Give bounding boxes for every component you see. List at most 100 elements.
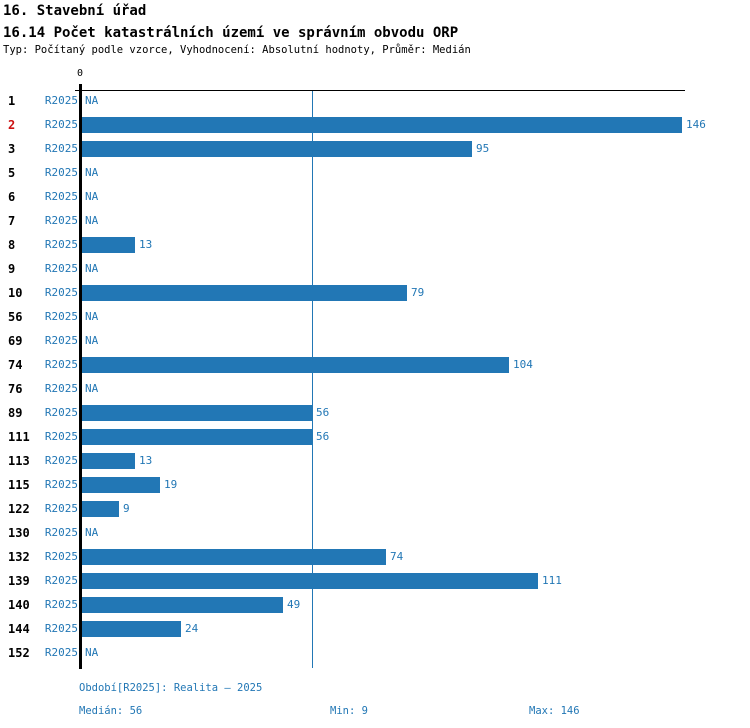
category-label: 140 (8, 598, 30, 612)
footer-min-label: Min: 9 (330, 705, 368, 717)
na-label: NA (85, 190, 99, 203)
x-axis-line (75, 90, 685, 91)
value-label: 79 (411, 286, 425, 299)
chart-row: 130 R2025 NA (0, 521, 750, 545)
series-label: R2025 (44, 406, 78, 419)
series-label: R2025 (44, 382, 78, 395)
bar (82, 573, 538, 589)
chart-row: 10 R2025 79 (0, 281, 750, 305)
category-label: 3 (8, 142, 16, 156)
chart-row: 3 R2025 95 (0, 137, 750, 161)
series-label: R2025 (44, 358, 78, 371)
series-label: R2025 (44, 478, 78, 491)
category-label: 6 (8, 190, 16, 204)
y-axis-line (79, 84, 82, 669)
chart-row: 140 R2025 49 (0, 593, 750, 617)
value-label: 111 (542, 574, 562, 587)
footer-max-label: Max: 146 (529, 705, 580, 717)
series-label: R2025 (44, 262, 78, 275)
series-label: R2025 (44, 526, 78, 539)
category-label: 9 (8, 262, 16, 276)
series-label: R2025 (44, 598, 78, 611)
series-label: R2025 (44, 286, 78, 299)
chart-row: 5 R2025 NA (0, 161, 750, 185)
series-label: R2025 (44, 454, 78, 467)
series-label: R2025 (44, 238, 78, 251)
category-label: 56 (8, 310, 23, 324)
median-reference-line (312, 91, 313, 668)
series-label: R2025 (44, 574, 78, 587)
chart-row: 113 R2025 13 (0, 449, 750, 473)
category-label: 122 (8, 502, 30, 516)
bar (82, 285, 407, 301)
series-label: R2025 (44, 214, 78, 227)
chart-row: 132 R2025 74 (0, 545, 750, 569)
chart-meta-line: Typ: Počítaný podle vzorce, Vyhodnocení:… (3, 44, 471, 56)
chart-row: 152 R2025 NA (0, 641, 750, 665)
category-label: 7 (8, 214, 16, 228)
category-label: 74 (8, 358, 23, 372)
category-label: 89 (8, 406, 23, 420)
chart-row: 7 R2025 NA (0, 209, 750, 233)
chart-row: 1 R2025 NA (0, 89, 750, 113)
series-label: R2025 (44, 622, 78, 635)
footer-median-label: Medián: 56 (79, 705, 143, 717)
chart-row: 6 R2025 NA (0, 185, 750, 209)
chart-row: 111 R2025 56 (0, 425, 750, 449)
value-label: 56 (316, 430, 330, 443)
value-label: 56 (316, 406, 330, 419)
bar (82, 117, 682, 133)
chart-row: 56 R2025 NA (0, 305, 750, 329)
bar (82, 405, 312, 421)
bar (82, 621, 181, 637)
chart-row: 2 R2025 146 (0, 113, 750, 137)
category-label: 111 (8, 430, 30, 444)
chart-row: 89 R2025 56 (0, 401, 750, 425)
chart-row: 139 R2025 111 (0, 569, 750, 593)
chart-row: 76 R2025 NA (0, 377, 750, 401)
chart-row: 122 R2025 9 (0, 497, 750, 521)
category-label: 69 (8, 334, 23, 348)
bar (82, 141, 472, 157)
bar (82, 429, 312, 445)
chart-row: 144 R2025 24 (0, 617, 750, 641)
category-label: 152 (8, 646, 30, 660)
bar (82, 477, 160, 493)
category-label: 1 (8, 94, 16, 108)
na-label: NA (85, 526, 99, 539)
series-label: R2025 (44, 142, 78, 155)
value-label: 24 (185, 622, 199, 635)
report-section-title: 16. Stavební úřad (3, 3, 147, 19)
na-label: NA (85, 262, 99, 275)
na-label: NA (85, 334, 99, 347)
category-label: 144 (8, 622, 30, 636)
category-label: 113 (8, 454, 30, 468)
value-label: 104 (513, 358, 533, 371)
na-label: NA (85, 310, 99, 323)
series-label: R2025 (44, 166, 78, 179)
chart-row: 8 R2025 13 (0, 233, 750, 257)
x-axis-tick-label-0: 0 (76, 68, 84, 79)
series-label: R2025 (44, 94, 78, 107)
chart-title: 16.14 Počet katastrálních území ve správ… (3, 25, 459, 41)
bar (82, 237, 135, 253)
value-label: 146 (686, 118, 706, 131)
category-label: 76 (8, 382, 23, 396)
value-label: 95 (476, 142, 490, 155)
series-label: R2025 (44, 190, 78, 203)
category-label: 132 (8, 550, 30, 564)
chart-row: 69 R2025 NA (0, 329, 750, 353)
value-label: 49 (287, 598, 301, 611)
na-label: NA (85, 166, 99, 179)
series-label: R2025 (44, 334, 78, 347)
value-label: 13 (139, 454, 153, 467)
value-label: 74 (390, 550, 404, 563)
na-label: NA (85, 214, 99, 227)
na-label: NA (85, 646, 99, 659)
na-label: NA (85, 94, 99, 107)
series-label: R2025 (44, 502, 78, 515)
category-label: 2 (8, 118, 16, 132)
series-label: R2025 (44, 646, 78, 659)
bar (82, 501, 119, 517)
